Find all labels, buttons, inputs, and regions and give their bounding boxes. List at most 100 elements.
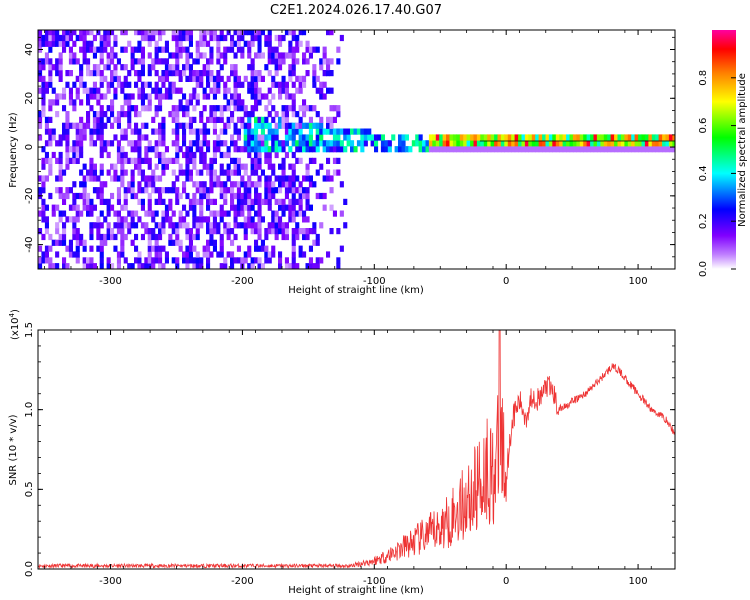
- heatmap-cell-25: [41, 210, 46, 217]
- spectrogram-xtick-label: -100: [363, 276, 386, 287]
- heatmap-cell-1071: [206, 81, 211, 88]
- heatmap-cell-2063: [555, 134, 560, 141]
- heatmap-cell-679: [147, 99, 152, 106]
- heatmap-cell-626: [140, 175, 145, 182]
- heatmap-cell-1662: [291, 163, 296, 170]
- heatmap-cell-497: [120, 239, 125, 246]
- heatmap-cell-548: [127, 122, 132, 129]
- heatmap-cell-2064: [559, 146, 564, 153]
- heatmap-cell-1405: [254, 93, 259, 100]
- heatmap-cell-441: [110, 204, 115, 211]
- heatmap-cell-1207: [226, 99, 231, 106]
- heatmap-cell-1020: [199, 128, 204, 135]
- heatmap-cell-717: [154, 163, 159, 170]
- heatmap-cell-706: [151, 30, 156, 36]
- heatmap-cell-870: [178, 192, 183, 200]
- heatmap-cell-1743: [305, 233, 310, 241]
- heatmap-cell-1534: [274, 222, 279, 229]
- heatmap-cell-542: [127, 222, 132, 229]
- heatmap-cell-532: [123, 111, 128, 118]
- heatmap-cell-396: [99, 58, 104, 65]
- heatmap-cell-275: [82, 134, 87, 141]
- heatmap-cell-300: [86, 70, 91, 77]
- heatmap-cell-466: [113, 93, 118, 100]
- heatmap-cell-1598: [281, 58, 286, 65]
- heatmap-cell-2012: [497, 134, 502, 141]
- heatmap-cell-2042: [531, 134, 536, 141]
- heatmap-cell-427: [106, 140, 111, 147]
- heatmap-cell-1798: [315, 192, 320, 200]
- heatmap-cell-1978: [459, 140, 464, 147]
- heatmap-cell-1536: [274, 210, 279, 217]
- heatmap-cell-431: [106, 81, 111, 88]
- heatmap-cell-1455: [260, 116, 265, 123]
- heatmap-cell-1921: [377, 134, 382, 141]
- heatmap-cell-1575: [278, 52, 283, 59]
- heatmap-cell-323: [89, 93, 94, 100]
- heatmap-cell-369: [99, 263, 104, 269]
- heatmap-cell-469: [113, 70, 118, 77]
- heatmap-cell-1225: [230, 134, 235, 141]
- heatmap-cell-932: [188, 257, 193, 264]
- heatmap-cell-2040: [531, 146, 536, 153]
- heatmap-cell-1054: [206, 251, 211, 258]
- heatmap-cell-485: [116, 157, 121, 164]
- heatmap-cell-1510: [271, 245, 276, 252]
- heatmap-cell-1078: [209, 251, 214, 258]
- heatmap-cell-1238: [233, 216, 238, 223]
- heatmap-cell-103: [55, 251, 60, 258]
- heatmap-cell-813: [168, 64, 173, 71]
- heatmap-cell-999: [195, 75, 200, 82]
- heatmap-cell-198: [68, 34, 73, 42]
- heatmap-cell-1660: [291, 175, 296, 182]
- heatmap-cell-1220: [230, 187, 235, 194]
- heatmap-cell-968: [192, 181, 197, 188]
- heatmap-cell-1741: [302, 30, 307, 36]
- heatmap-cell-1607: [284, 192, 289, 200]
- heatmap-cell-2000: [483, 134, 488, 141]
- heatmap-cell-2109: [610, 146, 615, 153]
- heatmap-cell-782: [161, 30, 166, 36]
- heatmap-cell-252: [79, 134, 84, 141]
- heatmap-cell-1611: [284, 151, 289, 159]
- heatmap-cell-1957: [435, 140, 440, 147]
- heatmap-cell-186: [68, 204, 73, 211]
- heatmap-cell-1722: [302, 251, 307, 258]
- heatmap-cell-1947: [422, 140, 427, 147]
- heatmap-cell-1599: [281, 52, 286, 59]
- heatmap-cell-989: [195, 187, 200, 194]
- heatmap-cell-1258: [233, 52, 238, 59]
- heatmap-cell-1576: [278, 40, 283, 47]
- heatmap-cell-1295: [240, 163, 245, 170]
- heatmap-cell-1897: [346, 140, 351, 147]
- heatmap-cell-2075: [569, 134, 574, 141]
- heatmap-cell-945: [188, 140, 193, 147]
- heatmap-cell-1586: [281, 169, 286, 176]
- heatmap-cell-1326: [243, 75, 248, 82]
- heatmap-cell-1832: [322, 58, 327, 65]
- heatmap-cell-1849: [329, 228, 334, 235]
- heatmap-cell-1512: [271, 222, 276, 229]
- heatmap-cell-419: [106, 233, 111, 241]
- heatmap-cell-821: [171, 181, 176, 188]
- heatmap-cell-1198: [226, 187, 231, 194]
- heatmap-cell-1057: [206, 228, 211, 235]
- heatmap-cell-456: [110, 30, 115, 36]
- heatmap-cell-1625: [288, 216, 293, 223]
- heatmap-cell-1045: [202, 87, 207, 94]
- heatmap-cell-205: [72, 204, 77, 211]
- heatmap-cell-1711: [298, 140, 303, 147]
- heatmap-cell-1988: [470, 134, 475, 141]
- heatmap-cell-2032: [521, 140, 526, 147]
- heatmap-cell-1131: [216, 181, 221, 188]
- heatmap-cell-663: [147, 251, 152, 258]
- heatmap-cell-549: [127, 116, 132, 123]
- heatmap-cell-2114: [614, 134, 619, 141]
- colorbar-tick-label: 0.6: [698, 118, 709, 134]
- heatmap-cell-2018: [504, 134, 509, 141]
- heatmap-cell-824: [171, 140, 176, 147]
- heatmap-cell-1254: [233, 81, 238, 88]
- heatmap-cell-1634: [288, 134, 293, 141]
- heatmap-cell-1489: [267, 187, 272, 194]
- heatmap-cell-1668: [291, 111, 296, 118]
